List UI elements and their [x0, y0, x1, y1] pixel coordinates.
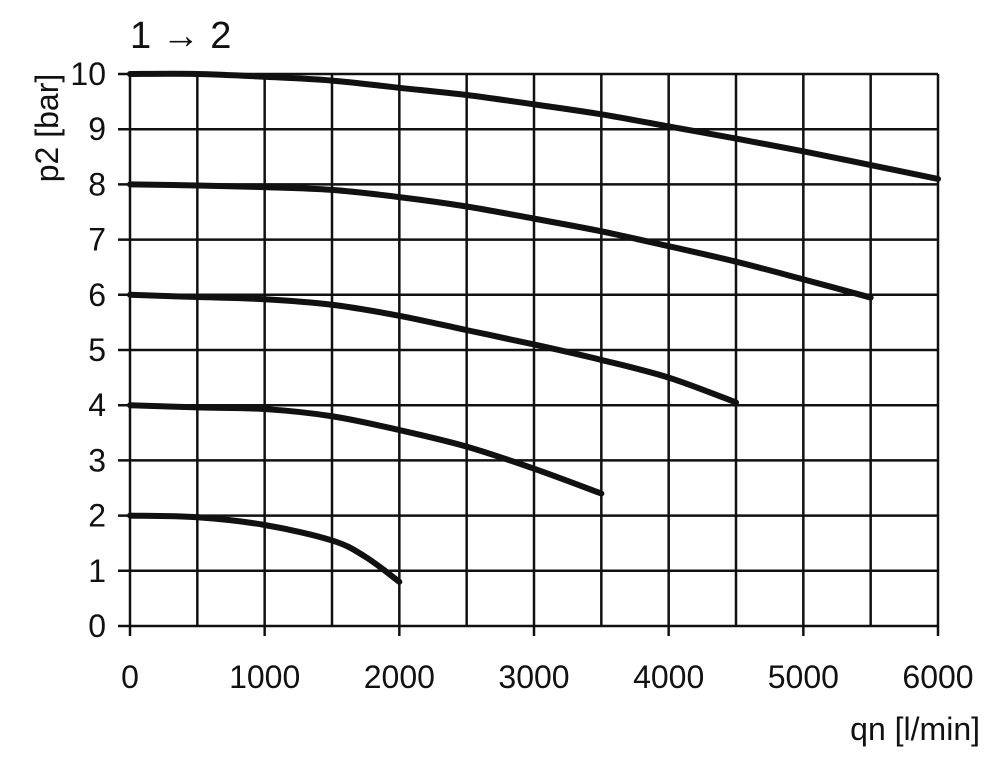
x-tick-label: 3000 [498, 659, 569, 695]
x-tick-label: 2000 [364, 659, 435, 695]
x-tick-label: 4000 [633, 659, 704, 695]
series-line-4 [127, 512, 403, 585]
y-tick-label: 2 [88, 498, 106, 534]
x-tick-label: 0 [121, 659, 139, 695]
y-tick-label: 7 [88, 222, 106, 258]
y-axis-label: p2 [bar] [29, 74, 65, 183]
y-tick-label: 4 [88, 387, 106, 423]
chart-title: 1 → 2 [130, 15, 231, 57]
y-tick-label: 5 [88, 332, 106, 368]
y-tick-label: 3 [88, 442, 106, 478]
tick-labels: 0 1000 2000 3000 4000 5000 6000 0 1 2 3 4 5 6 7 8 9 10 [70, 56, 973, 695]
x-tick-label: 1000 [229, 659, 300, 695]
y-tick-label: 6 [88, 277, 106, 313]
x-tick-label: 6000 [902, 659, 973, 695]
series-line-1 [127, 181, 874, 301]
y-tick-label: 1 [88, 553, 106, 589]
x-tick-label: 5000 [768, 659, 839, 695]
y-tick-label: 10 [70, 56, 106, 92]
series-line-3 [127, 402, 605, 497]
series-line-0 [127, 70, 941, 182]
series-line-2 [127, 291, 739, 406]
grid [118, 72, 940, 636]
x-axis-label: qn [l/min] [850, 711, 980, 747]
y-tick-label: 9 [88, 111, 106, 147]
y-tick-label: 0 [88, 608, 106, 644]
curves [127, 70, 941, 585]
y-tick-label: 8 [88, 166, 106, 202]
